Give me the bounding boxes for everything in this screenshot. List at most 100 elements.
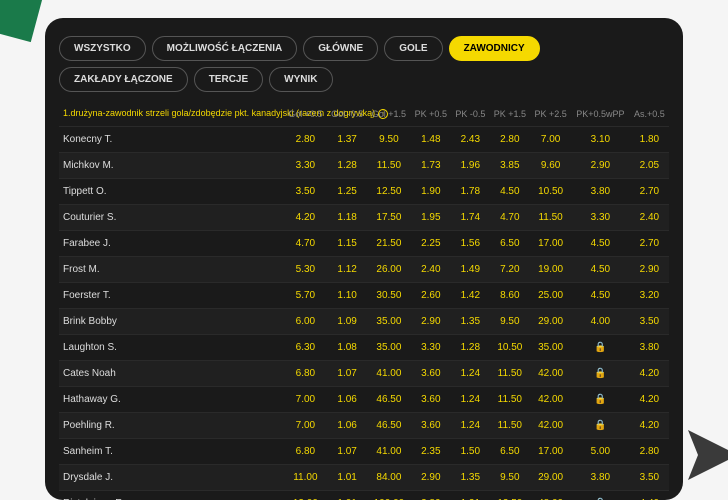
odds-cell[interactable]: 4.20 [630, 412, 669, 438]
odds-cell[interactable]: 3.50 [630, 308, 669, 334]
odds-cell[interactable]: 5.30 [284, 256, 327, 282]
odds-cell[interactable]: 3.80 [571, 464, 630, 490]
odds-cell[interactable]: 1.95 [410, 204, 451, 230]
odds-cell[interactable]: 1.35 [451, 308, 489, 334]
odds-cell[interactable]: 17.00 [530, 438, 571, 464]
odds-cell[interactable]: 3.80 [571, 178, 630, 204]
odds-cell[interactable]: 1.42 [451, 282, 489, 308]
odds-cell[interactable]: 1.28 [451, 334, 489, 360]
odds-cell[interactable]: 1.80 [630, 126, 669, 152]
odds-cell[interactable]: 7.00 [530, 126, 571, 152]
odds-cell[interactable]: 2.35 [410, 438, 451, 464]
odds-cell[interactable]: 46.50 [367, 412, 410, 438]
odds-cell[interactable]: 1.35 [451, 464, 489, 490]
odds-cell[interactable]: 21.50 [367, 230, 410, 256]
odds-cell[interactable]: 1.78 [451, 178, 489, 204]
odds-cell[interactable]: 5.00 [571, 438, 630, 464]
tab-wynik[interactable]: WYNIK [269, 67, 332, 92]
odds-cell[interactable]: 2.90 [630, 256, 669, 282]
odds-cell[interactable]: 1.01 [327, 464, 367, 490]
odds-cell[interactable]: 4.20 [284, 204, 327, 230]
odds-cell[interactable]: 3.60 [410, 360, 451, 386]
odds-cell[interactable]: 2.90 [410, 308, 451, 334]
odds-cell[interactable]: 4.70 [489, 204, 530, 230]
odds-cell[interactable]: 3.60 [410, 412, 451, 438]
odds-cell[interactable]: 11.50 [489, 360, 530, 386]
odds-cell[interactable]: 30.50 [367, 282, 410, 308]
odds-cell[interactable]: 1.74 [451, 204, 489, 230]
odds-cell[interactable]: 2.90 [410, 464, 451, 490]
odds-cell[interactable]: 41.00 [367, 360, 410, 386]
odds-cell[interactable]: 5.70 [284, 282, 327, 308]
odds-cell[interactable]: 3.20 [630, 282, 669, 308]
odds-cell[interactable]: 1.25 [327, 178, 367, 204]
odds-cell[interactable]: 1.01 [327, 490, 367, 500]
odds-cell[interactable]: 12.50 [367, 178, 410, 204]
odds-cell[interactable]: 2.70 [630, 178, 669, 204]
odds-cell[interactable]: 2.70 [630, 230, 669, 256]
odds-cell[interactable]: 4.50 [571, 282, 630, 308]
odds-cell[interactable]: 2.90 [571, 152, 630, 178]
odds-cell[interactable]: 1.28 [327, 152, 367, 178]
odds-cell[interactable]: 6.50 [489, 230, 530, 256]
odds-cell[interactable]: 1.18 [327, 204, 367, 230]
odds-cell[interactable]: 1.09 [327, 308, 367, 334]
odds-cell[interactable]: 1.07 [327, 438, 367, 464]
odds-cell[interactable]: 2.80 [489, 126, 530, 152]
odds-cell[interactable]: 11.50 [489, 412, 530, 438]
odds-cell[interactable]: 1.24 [451, 386, 489, 412]
odds-cell[interactable]: 4.20 [630, 360, 669, 386]
odds-cell[interactable]: 13.00 [284, 490, 327, 500]
odds-cell[interactable]: 100.00 [367, 490, 410, 500]
odds-cell[interactable]: 19.00 [530, 256, 571, 282]
tab-wszystko[interactable]: WSZYSTKO [59, 36, 146, 61]
odds-cell[interactable]: 1.06 [327, 412, 367, 438]
odds-cell[interactable]: 1.24 [451, 360, 489, 386]
odds-cell[interactable]: 1.06 [327, 386, 367, 412]
odds-cell[interactable]: 3.30 [571, 204, 630, 230]
tab-gole[interactable]: GOLE [384, 36, 442, 61]
odds-cell[interactable]: 2.80 [630, 438, 669, 464]
odds-cell[interactable]: 3.85 [489, 152, 530, 178]
odds-cell[interactable]: 9.60 [530, 152, 571, 178]
odds-cell[interactable]: 1.90 [410, 178, 451, 204]
odds-cell[interactable]: 11.50 [367, 152, 410, 178]
odds-cell[interactable]: 9.50 [367, 126, 410, 152]
tab-mo-liwo-czenia[interactable]: MOŻLIWOŚĆ ŁĄCZENIA [152, 36, 298, 61]
odds-cell[interactable]: 1.08 [327, 334, 367, 360]
odds-cell[interactable]: 2.40 [630, 204, 669, 230]
odds-cell[interactable]: 3.60 [410, 386, 451, 412]
odds-cell[interactable]: 1.07 [327, 360, 367, 386]
odds-cell[interactable]: 3.50 [284, 178, 327, 204]
odds-cell[interactable]: 2.05 [630, 152, 669, 178]
odds-cell[interactable]: 9.50 [489, 464, 530, 490]
odds-cell[interactable]: 11.50 [530, 204, 571, 230]
odds-cell[interactable]: 9.50 [489, 308, 530, 334]
odds-cell[interactable]: 6.30 [284, 334, 327, 360]
odds-cell[interactable]: 1.15 [327, 230, 367, 256]
odds-cell[interactable]: 41.00 [367, 438, 410, 464]
odds-cell[interactable]: 6.80 [284, 360, 327, 386]
odds-cell[interactable]: 8.60 [489, 282, 530, 308]
odds-cell[interactable]: 26.00 [367, 256, 410, 282]
tab-tercje[interactable]: TERCJE [194, 67, 263, 92]
odds-cell[interactable]: 1.24 [451, 412, 489, 438]
odds-cell[interactable]: 3.80 [630, 334, 669, 360]
odds-cell[interactable]: 7.20 [489, 256, 530, 282]
odds-cell[interactable]: 7.00 [284, 412, 327, 438]
odds-cell[interactable]: 4.50 [571, 256, 630, 282]
odds-cell[interactable]: 3.50 [630, 464, 669, 490]
odds-cell[interactable]: 1.96 [451, 152, 489, 178]
odds-cell[interactable]: 2.80 [284, 126, 327, 152]
odds-cell[interactable]: 35.00 [530, 334, 571, 360]
odds-cell[interactable]: 17.00 [530, 230, 571, 256]
odds-cell[interactable]: 1.56 [451, 230, 489, 256]
odds-cell[interactable]: 25.00 [530, 282, 571, 308]
odds-cell[interactable]: 2.43 [451, 126, 489, 152]
odds-cell[interactable]: 29.00 [530, 464, 571, 490]
odds-cell[interactable]: 35.00 [367, 334, 410, 360]
odds-cell[interactable]: 10.50 [530, 178, 571, 204]
odds-cell[interactable]: 11.50 [489, 386, 530, 412]
odds-cell[interactable]: 4.40 [630, 490, 669, 500]
odds-cell[interactable]: 46.50 [367, 386, 410, 412]
